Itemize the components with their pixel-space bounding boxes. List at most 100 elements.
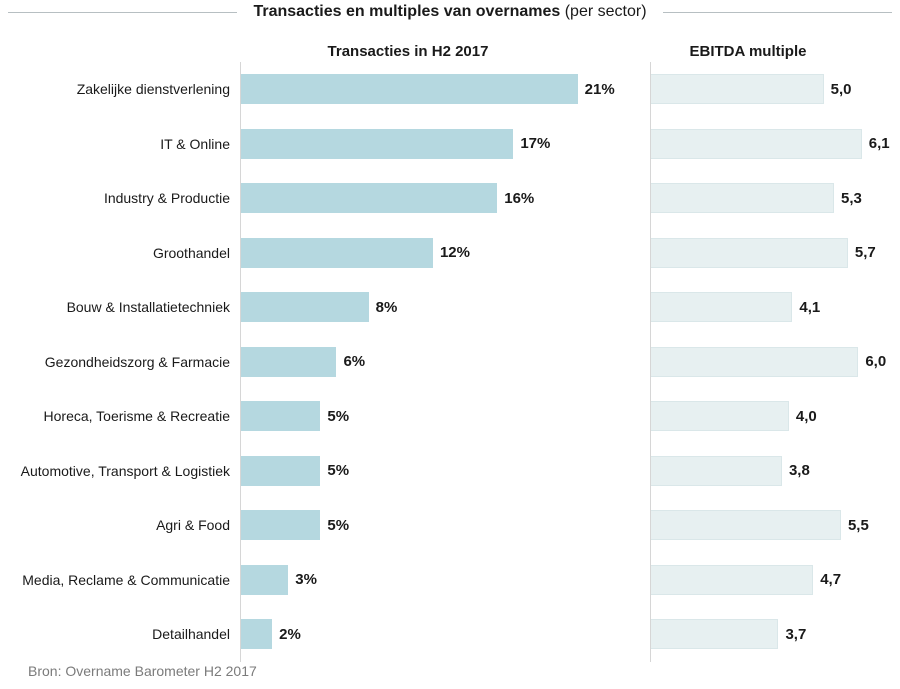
ebitda-cell: 3,8 <box>650 444 900 499</box>
ebitda-cell: 4,0 <box>650 389 900 444</box>
transactions-bar <box>240 183 498 214</box>
transactions-value: 2% <box>279 625 301 643</box>
panel-header-ebitda: EBITDA multiple <box>689 43 807 60</box>
table-row: Gezondheidszorg & Farmacie 6% 6,0 <box>0 335 900 390</box>
transactions-value: 5% <box>327 407 350 425</box>
ebitda-bar <box>650 183 835 214</box>
ebitda-bar <box>650 401 789 432</box>
transactions-bar <box>240 292 369 323</box>
ebitda-cell: 4,7 <box>650 553 900 608</box>
transactions-cell: 2% <box>240 607 650 662</box>
ebitda-bar <box>650 346 859 377</box>
ebitda-value: 6,0 <box>865 353 887 371</box>
sector-label: Groothandel <box>152 244 230 261</box>
transactions-cell: 12% <box>240 226 650 281</box>
transactions-bar <box>240 237 433 268</box>
transactions-bar <box>240 128 514 159</box>
chart-title-suffix: (per sector) <box>560 3 647 20</box>
ebitda-bar <box>650 455 782 486</box>
ebitda-cell: 5,5 <box>650 498 900 553</box>
sector-label: Gezondheidszorg & Farmacie <box>44 353 230 370</box>
transactions-cell: 17% <box>240 117 650 172</box>
transactions-value: 16% <box>504 189 535 207</box>
ebitda-cell: 5,3 <box>650 171 900 226</box>
transactions-cell: 5% <box>240 444 650 499</box>
transactions-value: 3% <box>295 571 317 589</box>
ebitda-value: 4,1 <box>799 298 821 316</box>
ebitda-cell: 6,0 <box>650 335 900 390</box>
transactions-axis-line <box>240 62 241 662</box>
ebitda-bar <box>650 510 841 541</box>
ebitda-value: 3,7 <box>785 625 807 643</box>
title-bar: Transacties en multiples van overnames (… <box>8 0 892 24</box>
transactions-cell: 5% <box>240 389 650 444</box>
panel-header-transactions: Transacties in H2 2017 <box>327 43 489 60</box>
transactions-cell: 5% <box>240 498 650 553</box>
ebitda-cell: 5,0 <box>650 62 900 117</box>
transactions-value: 5% <box>327 462 350 480</box>
chart-rows: Zakelijke dienstverlening 21% 5,0 IT & O… <box>0 62 900 662</box>
chart-title-main: Transacties en multiples van overnames <box>253 3 561 20</box>
transactions-value: 5% <box>327 516 350 534</box>
ebitda-cell: 5,7 <box>650 226 900 281</box>
transactions-bar <box>240 564 289 595</box>
transactions-cell: 6% <box>240 335 650 390</box>
title-rule-left <box>8 11 238 13</box>
table-row: Media, Reclame & Communicatie 3% 4,7 <box>0 553 900 608</box>
sector-label: Detailhandel <box>152 626 230 643</box>
transactions-bar <box>240 510 321 541</box>
ebitda-value: 4,0 <box>795 407 817 425</box>
source-note: Bron: Overname Barometer H2 2017 <box>28 663 257 679</box>
table-row: Automotive, Transport & Logistiek 5% 3,8 <box>0 444 900 499</box>
sector-label: Bouw & Installatietechniek <box>66 299 230 316</box>
transactions-value: 8% <box>375 298 398 316</box>
ebitda-bar <box>650 128 862 159</box>
sector-label: Agri & Food <box>156 517 230 534</box>
table-row: Industry & Productie 16% 5,3 <box>0 171 900 226</box>
ebitda-value: 3,8 <box>788 462 810 480</box>
transactions-bar <box>240 619 273 650</box>
transactions-cell: 21% <box>240 62 650 117</box>
table-row: Detailhandel 2% 3,7 <box>0 607 900 662</box>
transactions-bar <box>240 74 578 105</box>
ebitda-bar <box>650 619 779 650</box>
ebitda-bar <box>650 564 814 595</box>
ebitda-value: 6,1 <box>868 135 890 153</box>
sector-label: Automotive, Transport & Logistiek <box>20 462 230 479</box>
transactions-cell: 3% <box>240 553 650 608</box>
ebitda-bar <box>650 237 848 268</box>
ebitda-bar <box>650 292 793 323</box>
chart-title: Transacties en multiples van overnames (… <box>253 3 646 21</box>
ebitda-cell: 3,7 <box>650 607 900 662</box>
table-row: Agri & Food 5% 5,5 <box>0 498 900 553</box>
transactions-value: 17% <box>520 135 551 153</box>
table-row: Zakelijke dienstverlening 21% 5,0 <box>0 62 900 117</box>
sector-label: Industry & Productie <box>103 190 230 207</box>
ebitda-value: 5,0 <box>830 80 852 98</box>
sector-label: Media, Reclame & Communicatie <box>22 571 230 588</box>
table-row: IT & Online 17% 6,1 <box>0 117 900 172</box>
ebitda-axis-line <box>650 62 651 662</box>
sector-label: IT & Online <box>160 135 230 152</box>
transactions-value: 21% <box>584 80 615 98</box>
ebitda-cell: 4,1 <box>650 280 900 335</box>
transactions-bar <box>240 401 321 432</box>
sector-label: Horeca, Toerisme & Recreatie <box>43 408 230 425</box>
transactions-value: 12% <box>439 244 470 262</box>
transactions-cell: 16% <box>240 171 650 226</box>
ebitda-value: 4,7 <box>820 571 842 589</box>
transactions-value: 6% <box>343 353 366 371</box>
table-row: Groothandel 12% 5,7 <box>0 226 900 281</box>
ebitda-cell: 6,1 <box>650 117 900 172</box>
title-rule-right <box>662 11 892 13</box>
table-row: Horeca, Toerisme & Recreatie 5% 4,0 <box>0 389 900 444</box>
transactions-bar <box>240 346 337 377</box>
transactions-cell: 8% <box>240 280 650 335</box>
table-row: Bouw & Installatietechniek 8% 4,1 <box>0 280 900 335</box>
ebitda-value: 5,3 <box>841 189 862 207</box>
sector-label: Zakelijke dienstverlening <box>76 81 230 98</box>
ebitda-value: 5,5 <box>847 516 869 534</box>
ebitda-value: 5,7 <box>854 244 876 262</box>
transactions-bar <box>240 455 321 486</box>
